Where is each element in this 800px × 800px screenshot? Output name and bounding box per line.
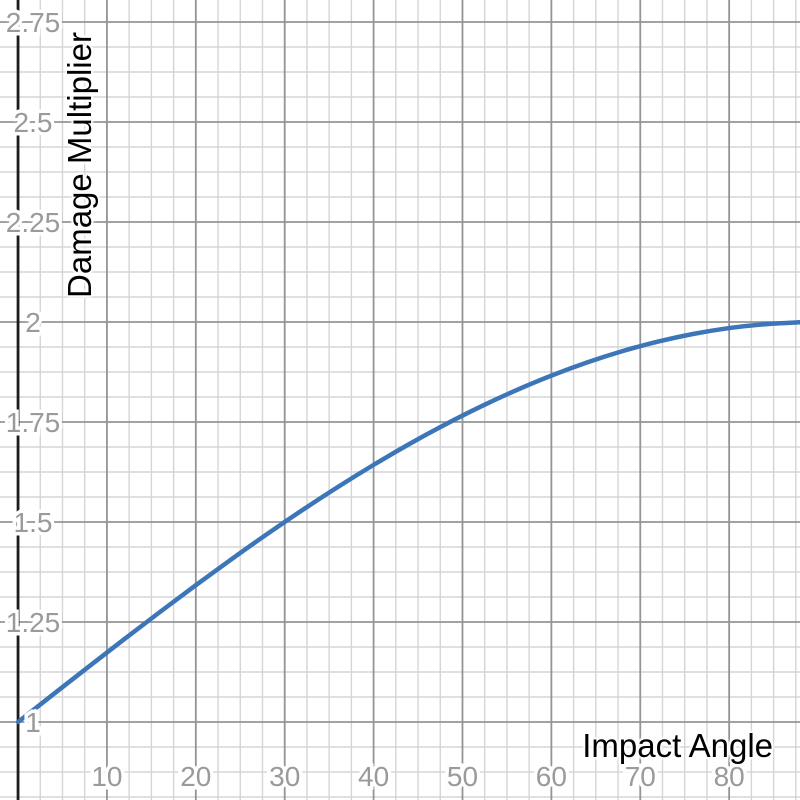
x-tick-label: 10 [91, 761, 122, 792]
y-tick-label: 2.5 [14, 107, 53, 138]
x-tick-label: 70 [625, 761, 656, 792]
x-tick-label: 50 [447, 761, 478, 792]
y-tick-label: 1.5 [14, 507, 53, 538]
curve-damage-multiplier-curve[interactable] [15, 320, 800, 725]
y-tick-label: 1.75 [6, 407, 61, 438]
x-tick-label: 30 [269, 761, 300, 792]
x-tick-label: 80 [714, 761, 745, 792]
x-tick-label: 20 [180, 761, 211, 792]
y-tick-label: 1.25 [6, 607, 61, 638]
x-tick-label: 60 [536, 761, 567, 792]
x-axis-title: Impact Angle [582, 727, 773, 764]
y-tick-label: 1 [25, 707, 41, 738]
y-tick-label: 2.25 [6, 207, 61, 238]
y-axis-title: Damage Multiplier [61, 32, 98, 298]
y-tick-label: 2.75 [6, 7, 61, 38]
y-tick-label: 2 [25, 307, 41, 338]
x-tick-label: 40 [358, 761, 389, 792]
